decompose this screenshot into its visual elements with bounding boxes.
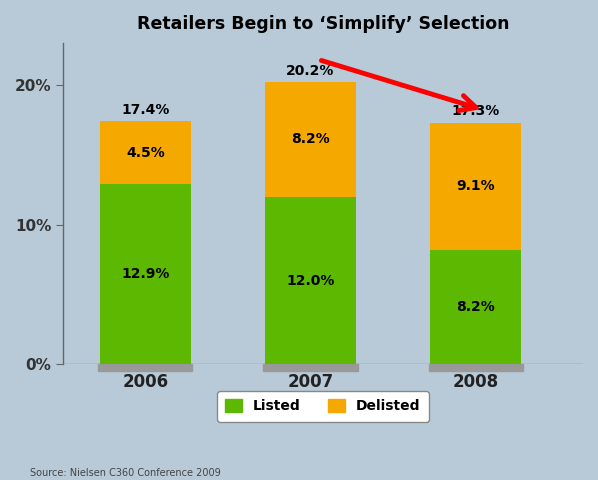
Bar [98, 364, 193, 372]
Text: 8.2%: 8.2% [291, 132, 330, 146]
Text: 17.3%: 17.3% [451, 104, 500, 119]
Bar [429, 364, 523, 372]
Bar [263, 364, 358, 372]
Text: 20.2%: 20.2% [286, 64, 335, 78]
Text: 12.0%: 12.0% [286, 274, 335, 288]
Text: Source: Nielsen C360 Conference 2009: Source: Nielsen C360 Conference 2009 [30, 468, 221, 478]
Bar [100, 184, 191, 364]
Title: Retailers Begin to ‘Simplify’ Selection: Retailers Begin to ‘Simplify’ Selection [136, 15, 509, 33]
Bar [100, 121, 191, 184]
Bar [430, 250, 521, 364]
Legend: Listed, Delisted: Listed, Delisted [216, 391, 429, 422]
Text: 4.5%: 4.5% [126, 145, 164, 160]
Text: 9.1%: 9.1% [456, 179, 495, 193]
Bar [430, 122, 521, 250]
Bar [265, 197, 356, 364]
Text: 17.4%: 17.4% [121, 103, 169, 117]
Text: 8.2%: 8.2% [456, 300, 495, 314]
Text: 12.9%: 12.9% [121, 267, 169, 281]
Bar [265, 82, 356, 197]
